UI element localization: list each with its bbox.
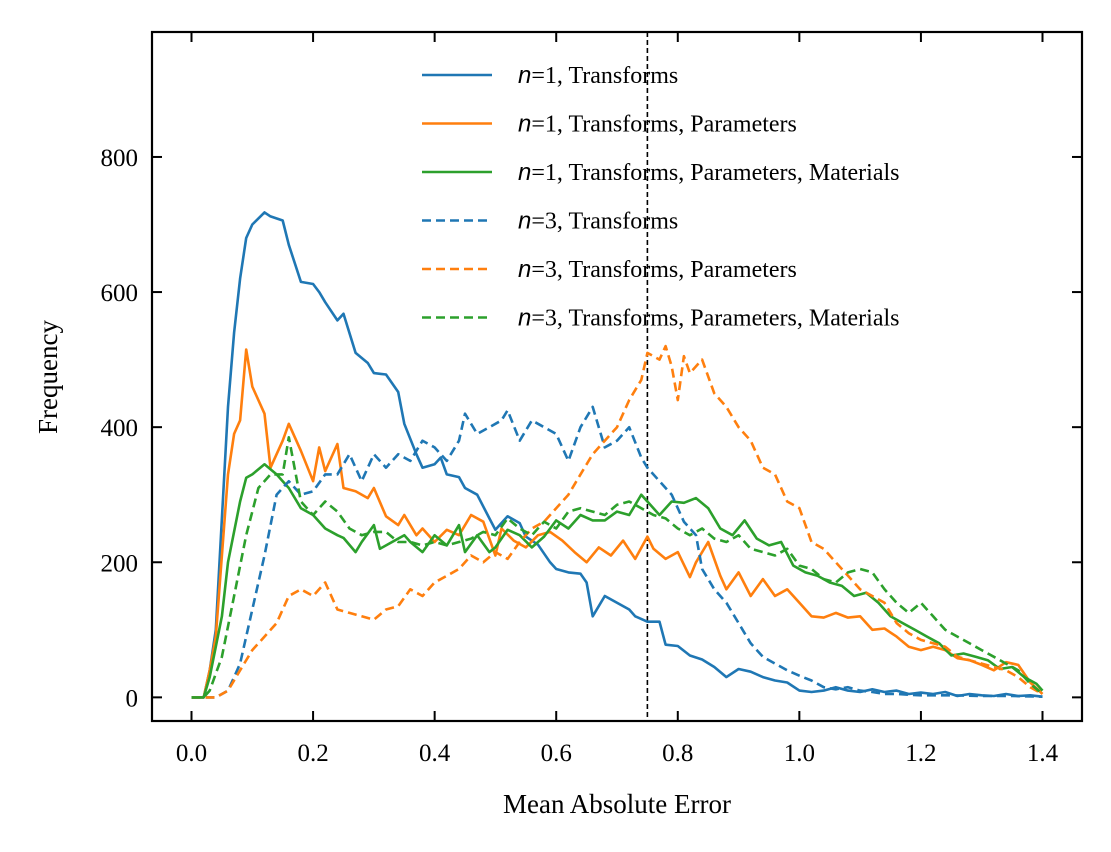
series-line-6	[191, 436, 1044, 699]
y-tick-label: 200	[101, 550, 139, 577]
legend-variable: n	[518, 159, 531, 186]
y-tick-label: 0	[126, 685, 139, 712]
legend-label: =3, Transforms	[531, 209, 678, 235]
legend-label: =3, Transforms, Parameters	[531, 257, 797, 283]
legend-label: =3, Transforms, Parameters, Materials	[531, 306, 899, 332]
x-axis-label: Mean Absolute Error	[503, 789, 731, 819]
x-tick-label: 1.2	[905, 740, 936, 767]
series-line-3	[191, 463, 1044, 699]
legend-variable: n	[518, 111, 531, 138]
legend-entry-2: n=1, Transforms, Parameters	[518, 111, 797, 138]
legend-entry-6: n=3, Transforms, Parameters, Materials	[518, 305, 900, 332]
x-tick-label: 0.4	[419, 740, 451, 767]
legend-entry-1: n=1, Transforms	[518, 62, 678, 89]
series-line-4	[191, 405, 1043, 699]
x-tick-label: 1.4	[1027, 740, 1059, 767]
legend-label: =1, Transforms, Parameters	[531, 112, 797, 138]
y-tick-label: 600	[101, 280, 139, 307]
legend-entry-4: n=3, Transforms	[518, 208, 678, 235]
legend-entry-3: n=1, Transforms, Parameters, Materials	[518, 159, 900, 186]
series-line-1	[191, 211, 1043, 699]
legend-variable: n	[518, 256, 531, 283]
legend-variable: n	[518, 62, 531, 89]
legend-label: =1, Transforms	[531, 63, 678, 89]
series-line-2	[191, 348, 1044, 699]
series-line-5	[191, 344, 1044, 699]
legend-variable: n	[518, 208, 531, 235]
y-tick-label: 400	[101, 415, 139, 442]
y-axis-label: Frequency	[33, 320, 63, 434]
axes-frame	[150, 30, 1084, 723]
x-tick-label: 0.2	[297, 740, 328, 767]
y-tick-label: 800	[101, 145, 139, 172]
x-tick-label: 1.0	[784, 740, 815, 767]
x-tick-label: 0.8	[662, 740, 693, 767]
plot-layer	[191, 32, 1044, 721]
x-tick-label: 0.0	[176, 740, 207, 767]
legend-entry-5: n=3, Transforms, Parameters	[518, 256, 797, 283]
legend-label: =1, Transforms, Parameters, Materials	[531, 160, 899, 186]
legend-variable: n	[518, 305, 531, 332]
x-tick-label: 0.6	[541, 740, 572, 767]
axes: 0.0 0.2 0.4 0.6 0.8 1.0 1.2 1.4 0 200 400 600 800	[101, 30, 1084, 767]
